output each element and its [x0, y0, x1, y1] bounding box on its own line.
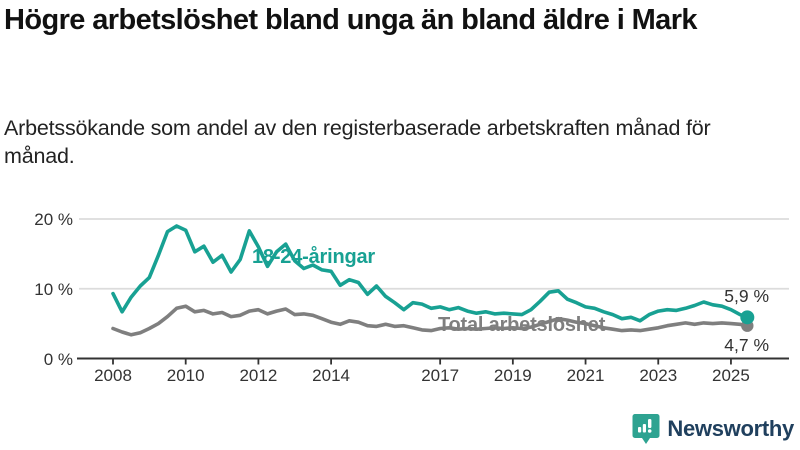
- x-axis-label: 2010: [166, 366, 205, 385]
- x-axis-label: 2014: [312, 366, 350, 385]
- x-axis-label: 2023: [639, 366, 678, 385]
- newsworthy-logo: Newsworthy: [632, 412, 794, 446]
- series-label-total: Total arbetslöshet: [438, 314, 606, 336]
- bar-chart-speech-bubble-icon: [632, 413, 660, 444]
- series-line-young: [111, 224, 750, 323]
- series-label-young: 18-24-åringar: [252, 246, 376, 268]
- x-axis-label: 2012: [239, 366, 278, 385]
- x-axis-label: 2021: [566, 366, 605, 385]
- x-axis-label: 2025: [712, 366, 750, 385]
- x-axis-label: 2008: [94, 366, 132, 385]
- chart-subtitle: Arbetssökande som andel av den registerb…: [4, 116, 711, 169]
- page-title: Högre arbetslöshet bland unga än bland ä…: [4, 4, 698, 36]
- logo-text: Newsworthy: [667, 416, 794, 441]
- end-value-young: 5,9 %: [724, 286, 769, 306]
- y-axis-label: 10 %: [34, 279, 73, 299]
- end-dot-young: [740, 310, 755, 325]
- x-axis-label: 2019: [493, 366, 532, 385]
- end-value-total: 4,7 %: [724, 335, 769, 355]
- y-axis-label: 0 %: [43, 349, 73, 369]
- y-axis-label: 20 %: [34, 210, 73, 229]
- x-axis-label: 2017: [421, 366, 460, 385]
- series-line-total: [111, 304, 750, 337]
